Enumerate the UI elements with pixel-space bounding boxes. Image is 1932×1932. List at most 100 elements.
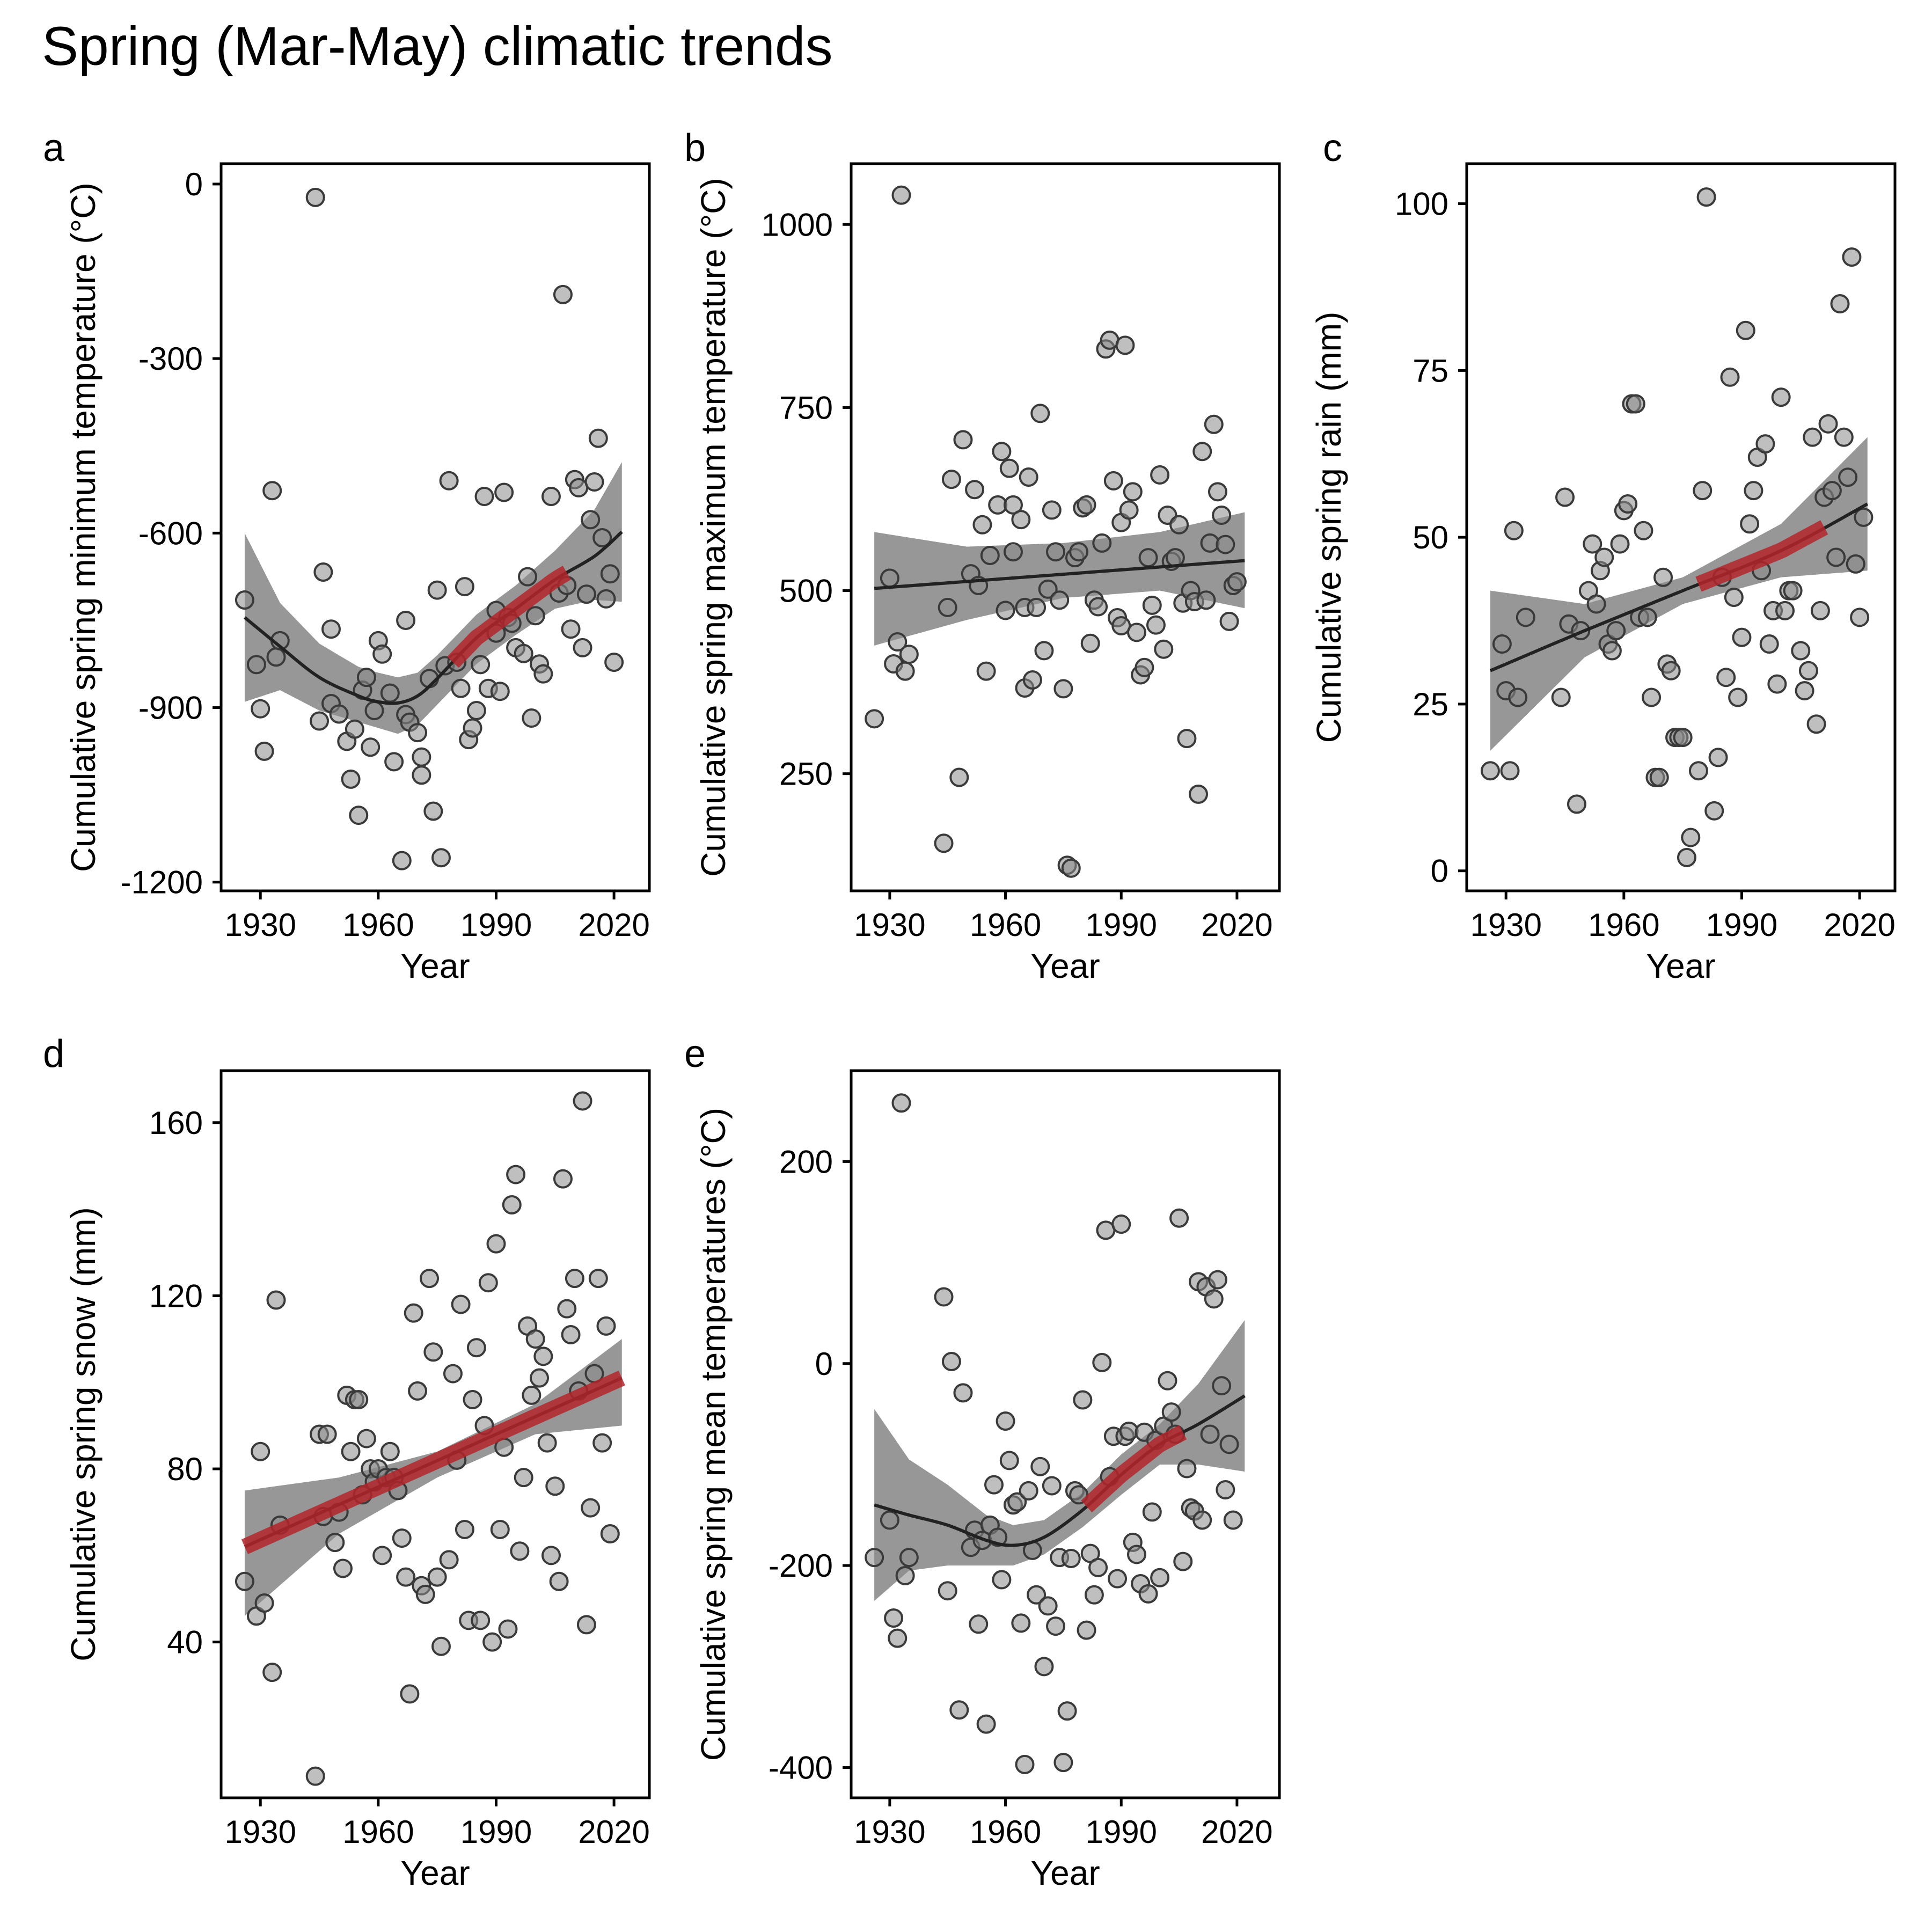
data-point: [1061, 858, 1081, 878]
panel-letter: d: [43, 1033, 64, 1075]
data-point: [1154, 639, 1174, 659]
y-tick-label: 50: [1413, 519, 1448, 555]
data-point: [965, 480, 985, 500]
data-point: [895, 1565, 915, 1585]
data-point: [1057, 1701, 1077, 1721]
data-point: [1142, 1502, 1162, 1522]
data-point: [541, 487, 561, 507]
data-point: [1011, 510, 1031, 530]
data-point: [1138, 548, 1158, 568]
data-point: [1069, 542, 1089, 562]
fitted-line: [874, 559, 1245, 590]
data-point: [584, 472, 604, 492]
data-point: [364, 700, 384, 720]
data-point: [1158, 1371, 1177, 1391]
data-point: [1854, 507, 1874, 527]
data-point: [1127, 1545, 1146, 1564]
data-point: [1744, 481, 1763, 501]
data-point: [333, 1558, 353, 1578]
data-point: [1775, 601, 1795, 620]
data-point: [1771, 387, 1791, 407]
data-point: [254, 1593, 274, 1613]
data-point: [1508, 687, 1528, 707]
y-tick-label: 0: [185, 166, 203, 202]
data-point: [1846, 554, 1865, 574]
data-point: [969, 1614, 989, 1634]
confidence-band: [244, 462, 622, 734]
y-axis-label: Cumulative spring maximum temperature (°…: [694, 178, 733, 876]
data-point: [588, 1269, 608, 1289]
trend-segment: [447, 566, 571, 668]
data-point: [392, 1528, 412, 1548]
data-point: [1038, 579, 1058, 599]
data-point: [1783, 581, 1803, 601]
data-point: [1092, 533, 1112, 553]
data-point: [891, 185, 911, 205]
data-point: [1480, 761, 1500, 781]
data-point: [1212, 1376, 1232, 1396]
data-point: [1108, 1569, 1128, 1589]
data-point: [439, 1550, 459, 1570]
data-point: [1073, 1390, 1093, 1410]
y-tick-label: -900: [138, 690, 203, 726]
data-point: [972, 515, 992, 535]
data-point: [431, 848, 451, 868]
data-point: [392, 851, 412, 870]
data-point: [1115, 335, 1135, 355]
data-point: [938, 597, 957, 617]
data-point: [553, 284, 573, 304]
data-point: [880, 1510, 899, 1530]
data-point: [533, 664, 553, 684]
data-point: [592, 1433, 612, 1453]
data-point: [553, 1169, 573, 1189]
data-point: [1724, 588, 1744, 608]
data-point: [525, 606, 545, 626]
x-tick-label: 1960: [970, 907, 1041, 943]
data-point: [254, 741, 274, 761]
data-point: [474, 487, 494, 507]
data-point: [1803, 427, 1823, 447]
data-point: [1150, 465, 1170, 485]
data-point: [1642, 687, 1662, 707]
data-point: [415, 1584, 435, 1604]
data-point: [888, 1628, 908, 1648]
data-point: [1053, 679, 1073, 699]
data-point: [408, 723, 428, 743]
data-point: [1161, 1402, 1181, 1422]
data-point: [522, 1385, 541, 1405]
x-tick-label: 2020: [1201, 907, 1272, 943]
data-point: [1173, 1552, 1193, 1571]
data-point: [996, 1411, 1015, 1431]
data-point: [1038, 1596, 1058, 1616]
data-point: [953, 1383, 973, 1403]
data-point: [451, 1294, 471, 1314]
data-point: [1708, 748, 1728, 767]
y-axis-label: Cumulative spring mean temperatures (°C): [694, 1108, 733, 1761]
data-point: [1720, 367, 1740, 387]
x-tick-label: 1930: [224, 907, 296, 943]
data-point: [404, 1303, 423, 1323]
x-tick-label: 2020: [578, 907, 649, 943]
data-point: [463, 1389, 482, 1409]
data-point: [1169, 515, 1189, 535]
data-point: [1103, 471, 1123, 491]
x-tick-label: 2020: [578, 1814, 649, 1850]
confidence-band: [244, 1339, 622, 1616]
data-point: [396, 1567, 416, 1587]
y-tick-label: 80: [167, 1451, 203, 1487]
data-point: [1602, 641, 1622, 661]
plot-frame: [1465, 162, 1897, 892]
data-point: [561, 619, 581, 639]
data-point: [1192, 1510, 1212, 1530]
data-point: [1661, 661, 1681, 680]
data-point: [1688, 761, 1708, 781]
data-point: [1050, 590, 1070, 610]
data-point: [938, 1581, 957, 1601]
x-axis-label: Year: [1646, 947, 1715, 985]
data-point: [1732, 627, 1752, 647]
data-point: [356, 668, 376, 687]
data-point: [1606, 621, 1626, 641]
data-point: [576, 584, 596, 604]
data-point: [1123, 482, 1143, 502]
